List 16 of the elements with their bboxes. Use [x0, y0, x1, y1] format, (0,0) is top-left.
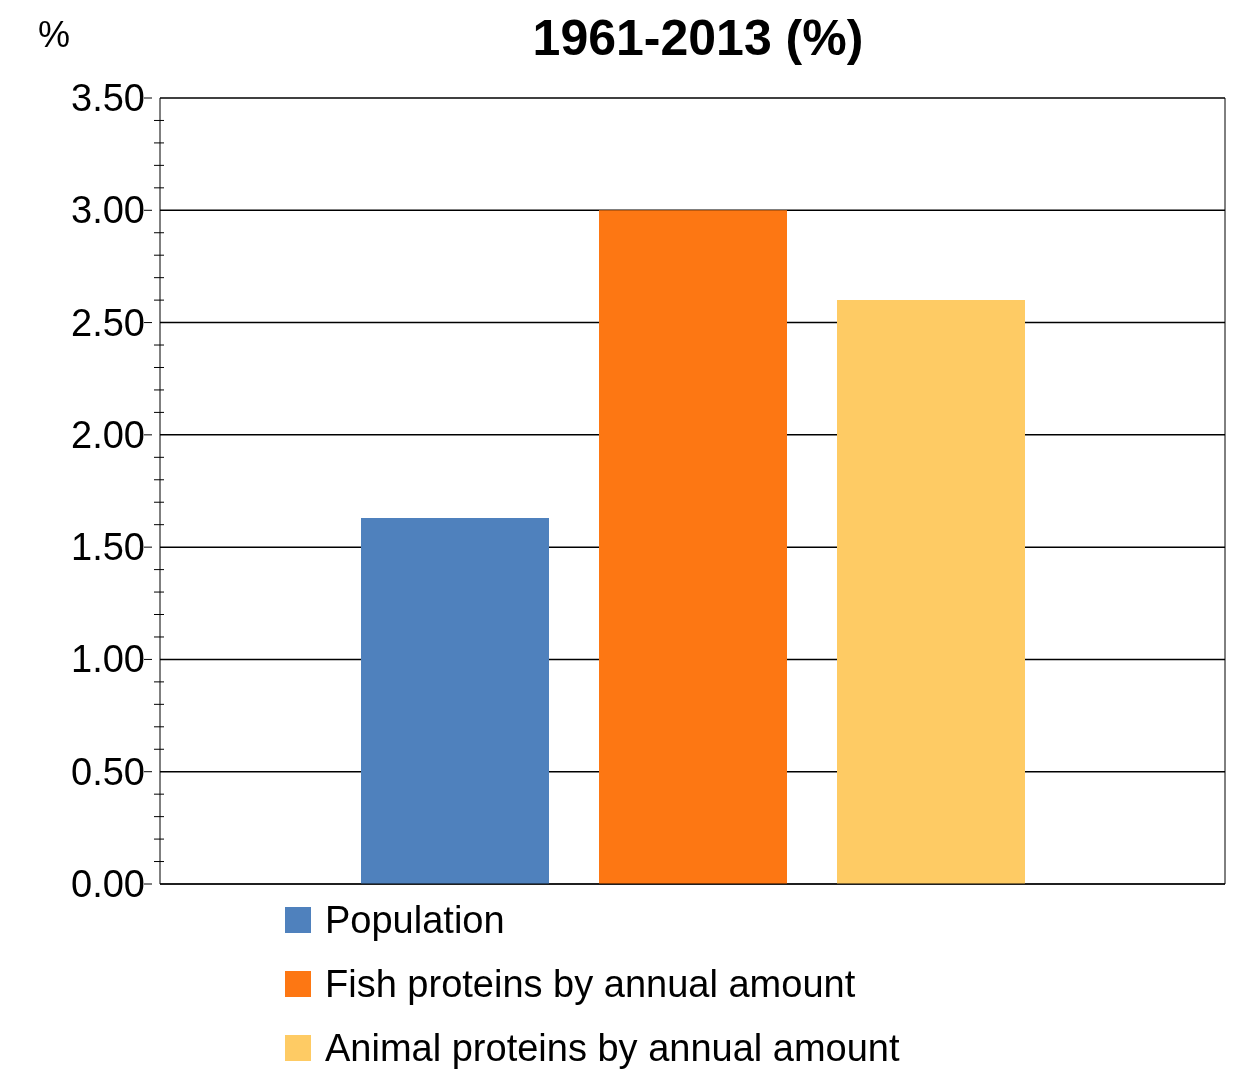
y-tick-label: 3.00	[71, 189, 145, 232]
legend-label: Animal proteins by annual amount	[325, 1026, 900, 1070]
y-tick-label: 2.00	[71, 413, 145, 456]
bar	[361, 517, 549, 884]
legend-label: Population	[325, 898, 505, 942]
y-axis-title: %	[38, 14, 71, 56]
bar	[599, 210, 787, 884]
legend-label: Fish proteins by annual amount	[325, 962, 856, 1006]
y-tick-label: 0.50	[71, 750, 145, 793]
y-tick-label: 1.00	[71, 638, 145, 681]
chart-title: 1961-2013 (%)	[531, 9, 865, 68]
y-tick-label: 0.00	[71, 863, 145, 905]
y-tick-label: 1.50	[71, 526, 145, 569]
y-tick-label: 3.50	[71, 77, 145, 119]
bar	[837, 300, 1025, 884]
y-tick-label: 2.50	[71, 301, 145, 344]
